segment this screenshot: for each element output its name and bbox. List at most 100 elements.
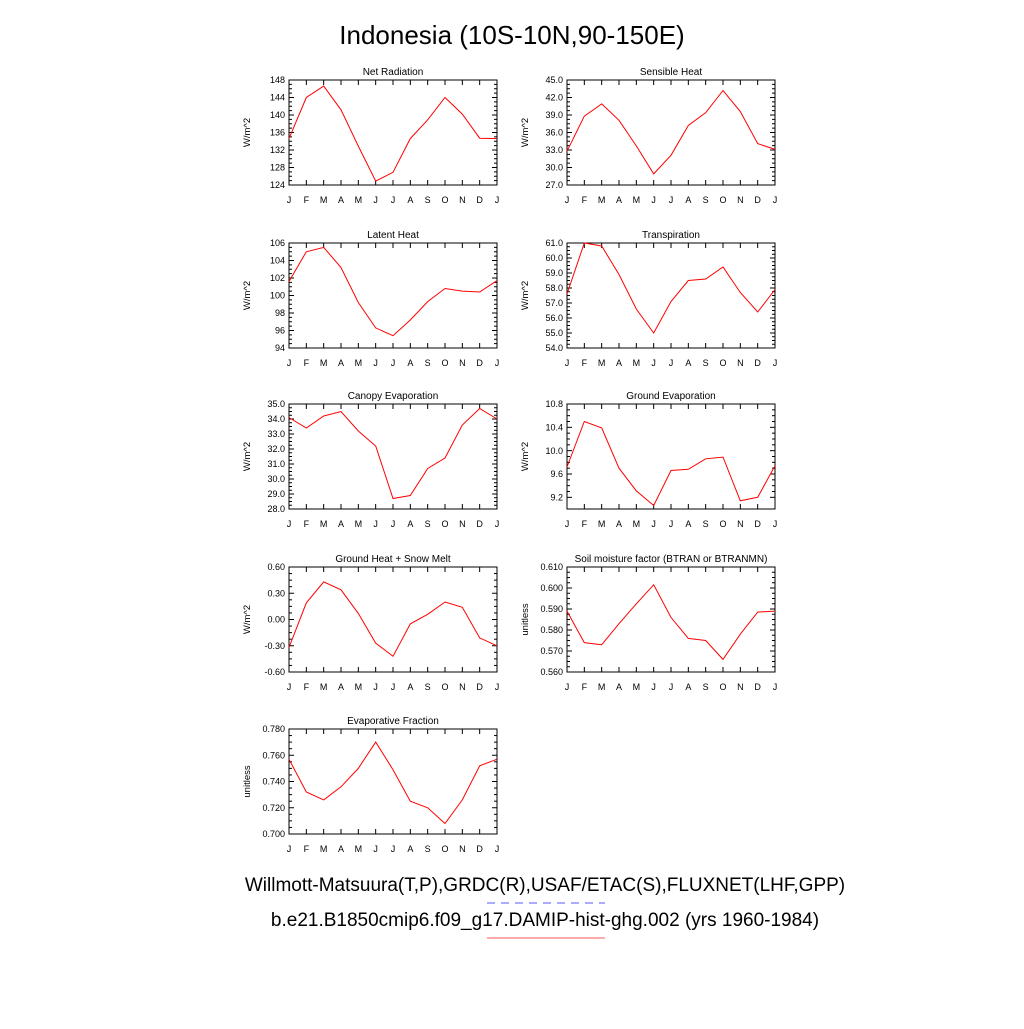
y-tick-label: 54.0: [545, 343, 563, 353]
x-tick-label: F: [304, 519, 310, 529]
y-axis-label: W/m^2: [242, 442, 253, 471]
y-tick-label: 148: [270, 75, 285, 85]
y-axis-label: W/m^2: [520, 118, 531, 147]
data-point: [426, 613, 428, 615]
obs-sources-line: Willmott-Matsuura(T,P),GRDC(R),USAF/ETAC…: [245, 875, 845, 896]
y-tick-label: 136: [270, 128, 285, 138]
y-tick-label: 0.560: [540, 667, 563, 677]
x-tick-label: J: [669, 358, 674, 368]
panel-soil-moisture-factor-btran-or-btranmn: Soil moisture factor (BTRAN or BTRANMN) u…: [520, 554, 777, 692]
x-tick-label: O: [441, 195, 448, 205]
data-point: [583, 420, 585, 422]
data-point: [687, 637, 689, 639]
plot-frame: [566, 79, 776, 186]
data-point: [340, 589, 342, 591]
data-point: [288, 758, 290, 760]
x-tick-label: M: [598, 195, 606, 205]
data-point: [496, 645, 498, 647]
y-tick-label: 0.720: [262, 803, 285, 813]
figure-title: Indonesia (10S-10N,90-150E): [339, 20, 684, 50]
x-tick-label: F: [582, 195, 588, 205]
data-point: [687, 124, 689, 126]
data-point: [392, 335, 394, 337]
x-tick-label: J: [565, 195, 570, 205]
x-tick-label: J: [565, 358, 570, 368]
data-point: [652, 173, 654, 175]
x-tick-label: M: [355, 195, 363, 205]
data-point: [305, 602, 307, 604]
x-tick-label: M: [320, 195, 328, 205]
x-tick-label: M: [320, 844, 328, 854]
data-point: [409, 800, 411, 802]
data-point: [409, 494, 411, 496]
y-axis-label: W/m^2: [242, 605, 253, 634]
x-tick-label: S: [703, 519, 709, 529]
x-tick-label: D: [754, 519, 761, 529]
x-tick-label: O: [441, 844, 448, 854]
data-point: [774, 465, 776, 467]
data-point: [322, 581, 324, 583]
x-tick-label: A: [407, 519, 413, 529]
y-tick-label: 33.0: [545, 145, 563, 155]
y-tick-label: 28.0: [267, 504, 285, 514]
data-point: [478, 765, 480, 767]
x-tick-label: D: [476, 195, 483, 205]
data-point: [756, 311, 758, 313]
data-point: [618, 119, 620, 121]
data-point: [357, 612, 359, 614]
panel-transpiration: Transpiration W/m^2 54.0 55.0 56.0 57.0 58.0 59…: [520, 230, 777, 368]
data-point: [478, 137, 480, 139]
y-axis-label: W/m^2: [242, 118, 253, 147]
x-tick-label: M: [320, 519, 328, 529]
data-point: [600, 103, 602, 105]
data-point: [670, 469, 672, 471]
data-point: [461, 424, 463, 426]
x-tick-label: J: [669, 682, 674, 692]
x-tick-label: O: [441, 358, 448, 368]
x-tick-label: M: [633, 519, 641, 529]
data-point: [392, 171, 394, 173]
x-tick-label: O: [441, 519, 448, 529]
data-point: [600, 245, 602, 247]
x-tick-label: O: [441, 682, 448, 692]
y-tick-label: 0.740: [262, 777, 285, 787]
y-tick-label: 140: [270, 110, 285, 120]
panel-title: Ground Heat + Snow Melt: [335, 554, 451, 565]
data-point: [618, 623, 620, 625]
x-tick-label: J: [651, 358, 656, 368]
x-tick-label: N: [459, 195, 466, 205]
x-tick-label: A: [407, 682, 413, 692]
x-tick-label: J: [391, 195, 396, 205]
y-tick-label: 0.30: [267, 588, 285, 598]
data-point: [340, 786, 342, 788]
data-point: [322, 246, 324, 248]
x-tick-label: S: [425, 682, 431, 692]
x-tick-label: M: [633, 195, 641, 205]
data-point: [357, 145, 359, 147]
x-tick-label: A: [685, 358, 691, 368]
panel-net-radiation: Net Radiation W/m^2 124 128 132 136 140 144 148 J…: [242, 67, 499, 205]
data-point: [704, 278, 706, 280]
x-tick-label: A: [407, 358, 413, 368]
x-tick-label: M: [598, 519, 606, 529]
series-line: [566, 89, 776, 175]
x-tick-label: N: [459, 519, 466, 529]
panel-title: Latent Heat: [367, 230, 419, 241]
data-point: [444, 601, 446, 603]
y-tick-label: 10.0: [545, 446, 563, 456]
y-tick-label: 96: [275, 326, 285, 336]
x-tick-label: O: [719, 682, 726, 692]
data-point: [756, 496, 758, 498]
x-tick-label: S: [425, 358, 431, 368]
x-tick-label: S: [703, 358, 709, 368]
y-tick-label: 10.4: [545, 423, 563, 433]
data-point: [583, 242, 585, 244]
y-tick-label: 39.0: [545, 110, 563, 120]
x-tick-label: J: [391, 844, 396, 854]
y-axis-label: W/m^2: [520, 442, 531, 471]
x-tick-label: D: [754, 195, 761, 205]
x-tick-label: M: [320, 682, 328, 692]
y-tick-label: 10.8: [545, 399, 563, 409]
plot-frame: [566, 242, 776, 349]
x-tick-label: O: [719, 519, 726, 529]
